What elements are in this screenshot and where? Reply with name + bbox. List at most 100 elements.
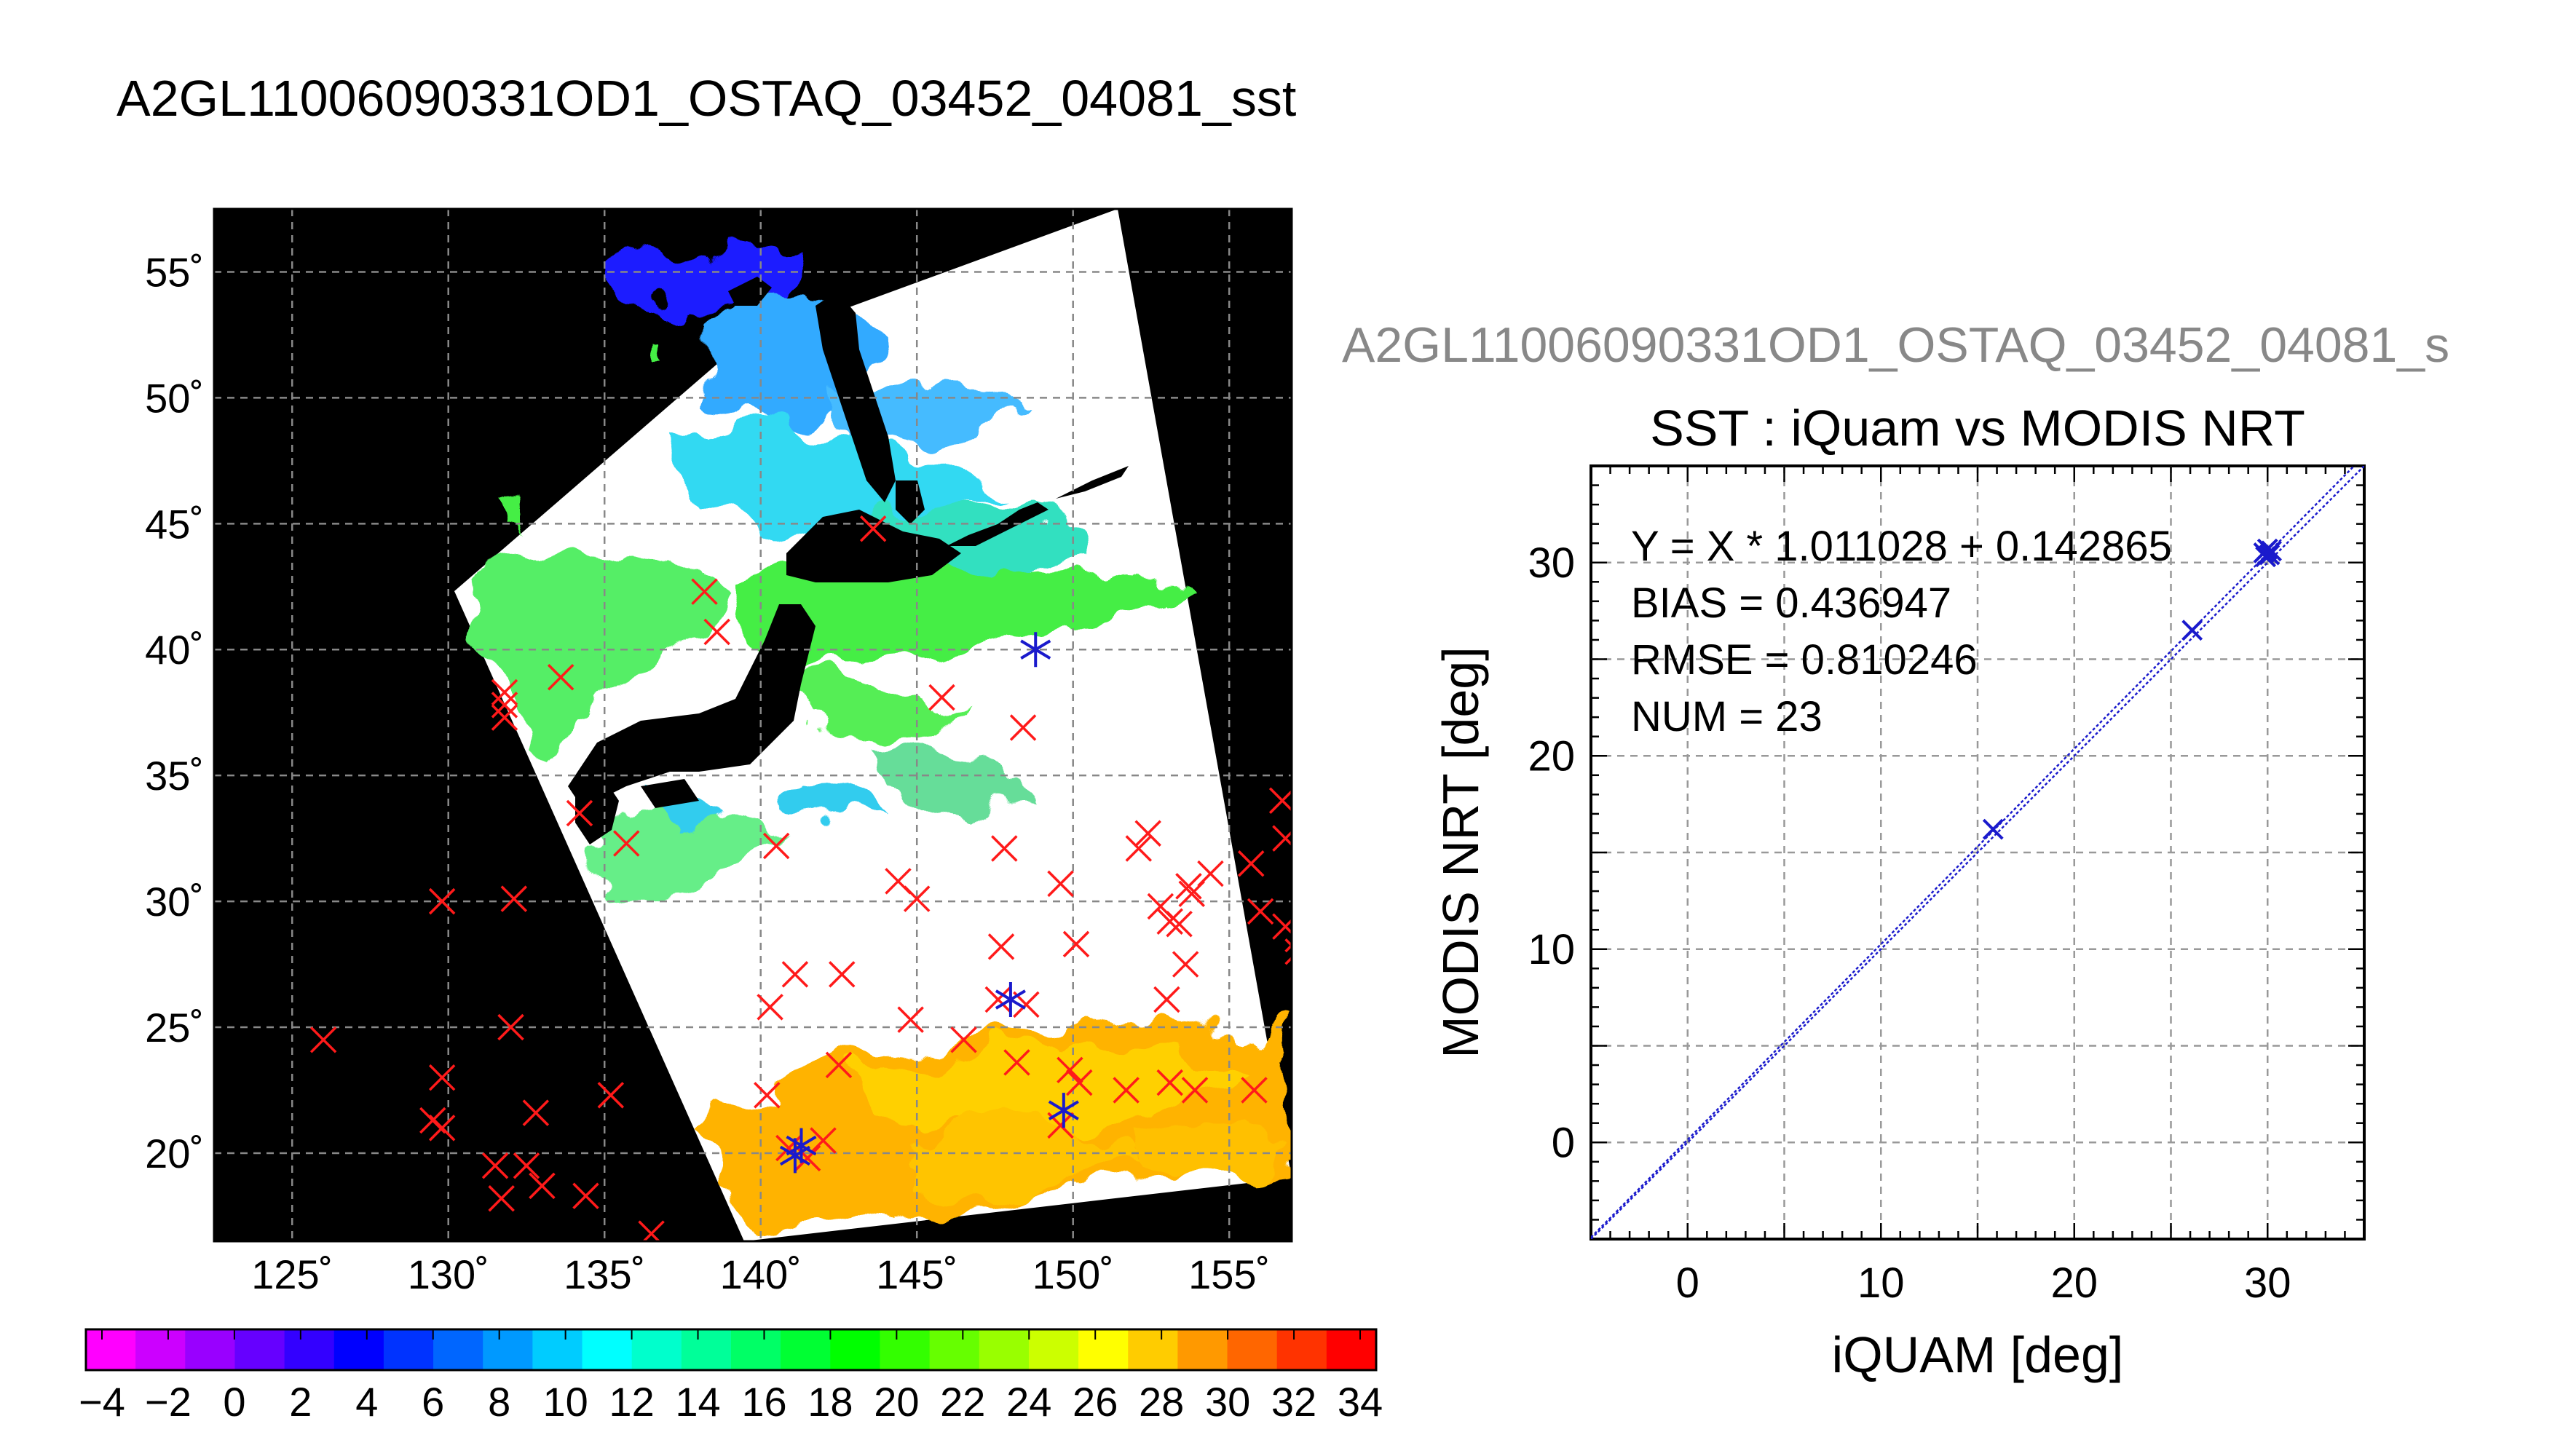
scatter-point [2181,620,2203,641]
in-situ-marker [757,994,783,1021]
in-situ-marker [309,1026,337,1053]
in-situ-marker [1153,986,1180,1013]
in-situ-marker [1272,825,1292,852]
scatter-stats: Y = X * 1.011028 + 0.142865 BIAS = 0.4369… [1631,523,2172,740]
in-situ-marker [1272,913,1292,940]
in-situ-marker [500,885,528,912]
scatter-xlabel: iQUAM [deg] [1832,1326,2124,1383]
in-situ-marker [1175,873,1202,900]
in-situ-marker [1057,1056,1083,1084]
colorbar-tick-label: 18 [807,1379,853,1425]
colorbar-cell [185,1329,236,1370]
in-situ-marker [1125,835,1153,862]
scatter-ticks: 0 10 20 30 0 10 20 30 [1528,464,2366,1307]
in-situ-marker [1389,577,1413,601]
in-situ-marker [547,664,574,691]
in-situ-marker [522,1099,550,1126]
identity-line [1591,466,2364,1239]
colorbar-cell [681,1329,732,1370]
in-situ-marker [497,1013,524,1041]
in-situ-marker [1134,820,1161,847]
in-situ-marker [1197,860,1224,887]
in-situ-marker [1247,898,1274,925]
scatter-x-tick-label: 0 [1676,1259,1699,1307]
colorbar-cell [979,1329,1030,1370]
sst-map: 125˚ 130˚ 135˚ 140˚ 145˚ 150˚ 155˚ 55˚ 50˚ 45˚ 40˚… [145,207,1429,1297]
in-situ-marker [1166,910,1193,938]
in-situ-marker [491,704,518,731]
in-situ-marker [1332,637,1357,662]
colorbar-tick-label: 26 [1073,1379,1118,1425]
lon-tick-label: 125˚ [251,1251,333,1297]
scatter-lines [1591,466,2364,1239]
colorbar-tick-label: 12 [609,1379,654,1425]
colorbar-tick-label: 30 [1205,1379,1250,1425]
in-situ-marker [428,887,456,915]
lat-tick-label: 45˚ [145,501,204,547]
in-situ-marker [566,799,593,827]
in-situ-marker [810,1127,837,1154]
scatter-stat-line: RMSE = 0.810246 [1631,636,1978,684]
in-situ-marker [1172,951,1199,978]
lat-tick-label: 55˚ [145,249,204,295]
in-situ-marker [1009,714,1037,741]
scatter-ylabel: MODIS NRT [deg] [1432,646,1489,1058]
colorbar-cell [1128,1329,1178,1370]
in-situ-marker [1066,1069,1093,1096]
colorbar-cell [781,1329,831,1370]
in-situ-marker [1047,870,1074,898]
colorbar-cell [631,1329,682,1370]
in-situ-marker [781,961,809,988]
colorbar-cell [1177,1329,1228,1370]
lon-tick-label: 140˚ [720,1251,802,1297]
map-point-layer [309,515,1429,1241]
in-situ-marker [428,1115,456,1142]
colorbar-cell [1326,1329,1377,1370]
in-situ-marker [903,885,931,912]
scatter-point [1982,818,2004,840]
scatter-x-tick-label: 10 [1857,1259,1905,1307]
colorbar: −4 −2 0 2 4 6 8 10 12 14 16 18 20 22 24 26 28 30 32 34 [79,1328,1383,1425]
in-situ-marker [928,684,955,711]
colorbar-tick-label: 6 [422,1379,444,1425]
scatter-y-tick-label: 30 [1528,539,1575,587]
in-situ-marker [950,1026,977,1053]
scatter-subtitle: A2GL11006090331OD1_OSTAQ_03452_04081_s [1342,317,2449,373]
in-situ-marker [1405,1186,1429,1211]
in-situ-marker [1062,930,1090,958]
scatter-stat-line: Y = X * 1.011028 + 0.142865 [1631,523,2172,570]
scatter-stat-line: BIAS = 0.436947 [1631,579,1951,627]
in-situ-marker [703,618,730,646]
in-situ-marker [481,1152,509,1179]
in-situ-marker [984,986,1011,1013]
colorbar-cell [86,1329,136,1370]
colorbar-cell [234,1329,285,1370]
colorbar-tick-label: 14 [675,1379,720,1425]
scatter-y-tick-label: 10 [1528,926,1575,973]
in-situ-marker [897,1006,924,1033]
lon-tick-label: 130˚ [408,1251,489,1297]
in-situ-marker [513,1152,540,1179]
lat-tick-label: 40˚ [145,627,204,673]
colorbar-cell [532,1329,583,1370]
in-situ-marker [991,835,1018,862]
colorbar-tick-label: 24 [1006,1379,1051,1425]
lat-tick-label: 50˚ [145,375,204,421]
colorbar-tick-label: −4 [79,1379,125,1425]
in-situ-marker [691,578,718,605]
colorbar-tick-label: 2 [289,1379,312,1425]
colorbar-tick-label: 34 [1338,1379,1383,1425]
colorbar-tick-label: 16 [741,1379,786,1425]
colorbar-cell [284,1329,335,1370]
in-situ-marker [597,1082,625,1109]
in-situ-marker [1181,1077,1209,1104]
matchup-marker [995,981,1026,1017]
map-frame [213,207,1293,1243]
lat-tick-label: 25˚ [145,1005,204,1051]
land-masses [568,277,1129,844]
scatter-x-tick-label: 20 [2050,1259,2098,1307]
in-situ-marker [1156,1069,1183,1096]
colorbar-cell [483,1329,533,1370]
in-situ-marker [638,1220,665,1241]
colorbar-tick-label: 28 [1139,1379,1184,1425]
